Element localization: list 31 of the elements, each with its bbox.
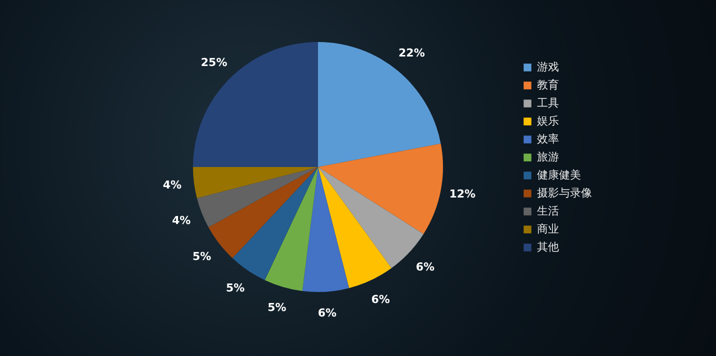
data-label: 4% <box>172 214 191 228</box>
pie-slice <box>196 167 318 228</box>
legend-label: 娱乐 <box>537 114 559 128</box>
data-label: 12% <box>449 188 476 201</box>
data-label: 5% <box>192 250 212 264</box>
legend-label: 商业 <box>537 222 559 236</box>
legend-label: 摄影与录像 <box>537 186 592 200</box>
data-label: 22% <box>398 46 425 60</box>
data-label: 6% <box>416 260 434 274</box>
data-label: 4% <box>162 178 182 192</box>
pie-slice <box>193 167 318 198</box>
legend-label: 健康健美 <box>537 168 581 182</box>
legend-label: 游戏 <box>537 60 559 74</box>
pie-slice <box>318 144 443 234</box>
data-label: 6% <box>318 306 337 320</box>
data-label: 5% <box>268 301 286 314</box>
data-label: 6% <box>371 293 390 306</box>
data-label: 5% <box>226 282 245 295</box>
legend-label: 工具 <box>537 96 559 110</box>
legend-label: 效率 <box>537 132 559 146</box>
pie-slice <box>264 167 318 292</box>
legend-label: 教育 <box>537 78 559 92</box>
data-label: 25% <box>200 56 228 70</box>
legend-label: 旅游 <box>537 150 559 164</box>
pie-slice <box>193 42 318 167</box>
pie-slice <box>232 167 318 280</box>
legend-label: 生活 <box>537 204 559 218</box>
pie-slice <box>318 167 392 288</box>
pie-slice <box>318 42 441 167</box>
pie-slice <box>302 167 350 292</box>
legend-label: 其他 <box>537 240 559 254</box>
